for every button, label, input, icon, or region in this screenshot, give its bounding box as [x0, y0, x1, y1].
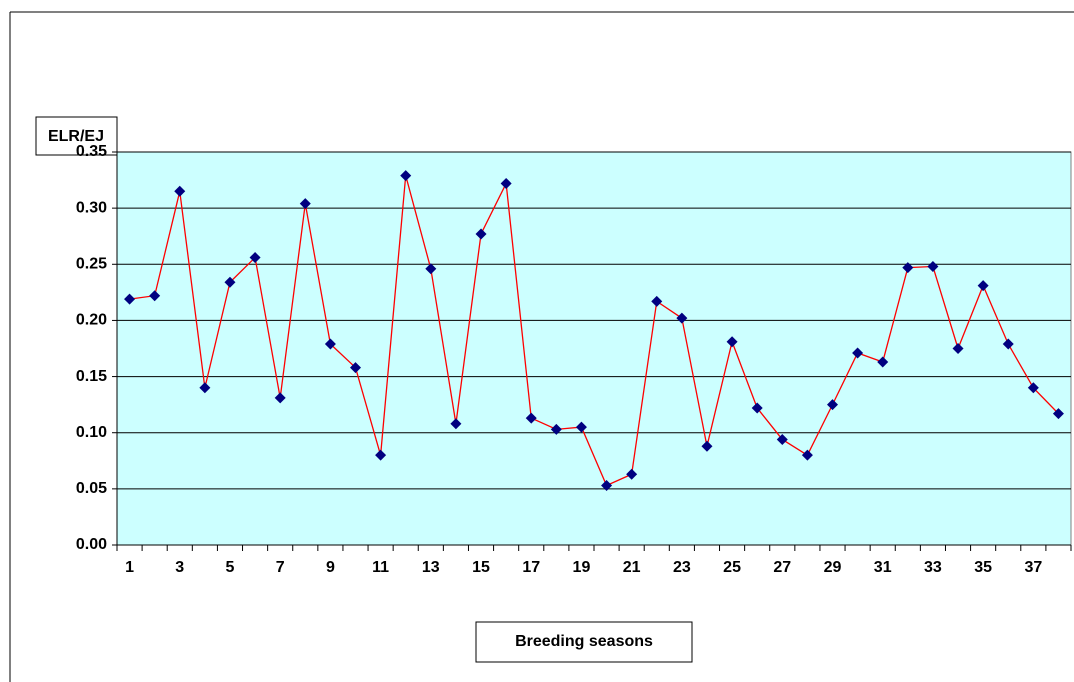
marker: [575, 421, 587, 433]
marker: [776, 433, 788, 445]
marker: [550, 423, 562, 435]
x-label-box: [475, 621, 693, 663]
marker: [927, 261, 939, 273]
marker: [475, 228, 487, 240]
marker: [400, 170, 412, 182]
marker: [877, 356, 889, 368]
marker: [375, 449, 387, 461]
marker: [324, 338, 336, 350]
marker: [174, 185, 186, 197]
plot-area: [116, 151, 1072, 546]
marker: [726, 336, 738, 348]
y-tick-label: 0.25: [76, 256, 107, 273]
x-tick-label: 3: [175, 559, 184, 576]
marker: [149, 290, 161, 302]
marker: [1027, 382, 1039, 394]
x-tick-label: 21: [623, 559, 641, 576]
marker: [1002, 338, 1014, 350]
x-tick-label: 33: [924, 559, 942, 576]
x-tick-label: 25: [723, 559, 741, 576]
x-tick-label: 13: [422, 559, 440, 576]
x-tick-label: 7: [276, 559, 285, 576]
marker: [751, 402, 763, 414]
y-tick-label: 0.30: [76, 199, 107, 216]
marker: [827, 399, 838, 411]
x-axis-label: Breeding seasons: [515, 633, 653, 650]
marker: [676, 312, 688, 324]
x-tick-label: 35: [974, 559, 992, 576]
x-tick-label: 37: [1024, 559, 1042, 576]
marker: [425, 263, 437, 275]
marker: [249, 252, 261, 264]
marker: [852, 347, 864, 359]
marker: [274, 392, 286, 404]
marker: [977, 280, 989, 292]
marker: [450, 418, 462, 430]
x-tick-label: 5: [226, 559, 235, 576]
y-tick-label: 0.15: [76, 368, 107, 385]
x-tick-label: 17: [522, 559, 540, 576]
y-axis-label: ELR/EJ: [48, 128, 104, 145]
x-tick-label: 31: [874, 559, 892, 576]
marker: [701, 440, 713, 452]
y-tick-label: 0.35: [76, 143, 107, 160]
x-tick-label: 11: [372, 559, 389, 576]
marker: [350, 362, 361, 374]
x-tick-label: 9: [326, 559, 335, 576]
marker: [601, 479, 613, 491]
marker: [801, 449, 813, 461]
x-tick-label: 1: [125, 559, 134, 576]
y-tick-label: 0.05: [76, 480, 107, 497]
x-tick-label: 19: [573, 559, 591, 576]
marker: [952, 343, 964, 354]
series-line: [129, 175, 1059, 487]
x-tick-label: 15: [472, 559, 490, 576]
marker: [124, 293, 136, 305]
x-tick-label: 29: [824, 559, 842, 576]
x-tick-label: 23: [673, 559, 691, 576]
marker: [902, 262, 914, 274]
marker: [1052, 408, 1064, 420]
marker: [626, 468, 638, 480]
y-tick-label: 0.10: [76, 424, 107, 441]
marker: [199, 382, 211, 394]
marker: [651, 295, 663, 307]
marker: [525, 412, 537, 424]
marker: [224, 276, 236, 288]
marker: [299, 198, 311, 210]
marker: [500, 177, 512, 189]
y-tick-label: 0.20: [76, 312, 107, 329]
y-label-box: [35, 116, 118, 156]
x-tick-label: 27: [773, 559, 791, 576]
y-tick-label: 0.00: [76, 536, 107, 553]
